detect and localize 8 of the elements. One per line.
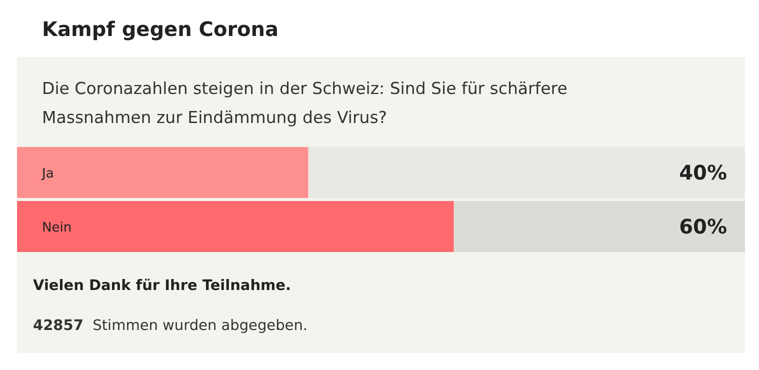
data-label: 60%	[679, 214, 727, 238]
data-label: 40%	[679, 160, 727, 184]
y-tick-label: Ja	[41, 166, 54, 182]
text: Vielen Dank für Ihre Teilnahme.	[33, 278, 291, 294]
chart-subtitle: Die Coronazahlen steigen in der Schweiz: Sind Sie für schärfere Massnahmen zur Eindämmung des Virus?	[42, 79, 568, 127]
y-tick-label: Nein	[42, 220, 72, 236]
text: 42857 Stimmen wurden abgegeben.	[33, 318, 308, 334]
chart-title: Kampf gegen Corona	[42, 17, 279, 41]
